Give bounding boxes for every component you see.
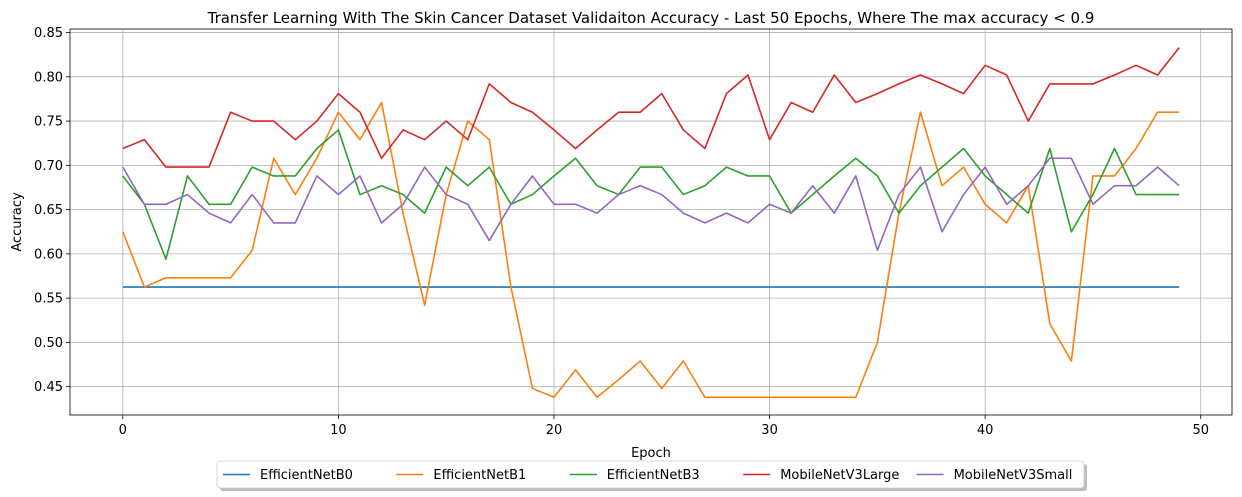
legend-label: EfficientNetB1	[433, 468, 526, 483]
legend-item-efficientnetb1: EfficientNetB1	[396, 468, 526, 483]
y-tick-label: 0.65	[34, 203, 63, 218]
legend-item-efficientnetb0: EfficientNetB0	[223, 468, 353, 483]
series-line-efficientnetb1	[122, 101, 1180, 399]
x-tick-label: 0	[119, 423, 127, 438]
y-tick-label: 0.60	[34, 247, 63, 262]
x-axis-ticks: 0 10 20 30 40 50	[119, 415, 1209, 438]
y-tick-label: 0.45	[34, 380, 63, 395]
legend-label: MobileNetV3Large	[780, 468, 899, 483]
legend-item-mobilenetv3small: MobileNetV3Small	[916, 468, 1073, 483]
legend-label: MobileNetV3Small	[954, 468, 1073, 483]
legend-items: EfficientNetB0 EfficientNetB1 EfficientNet…	[223, 468, 1072, 483]
y-tick-label: 0.85	[34, 26, 63, 41]
x-tick-label: 10	[330, 423, 347, 438]
y-tick-label: 0.50	[34, 336, 63, 351]
x-tick-label: 40	[977, 423, 994, 438]
legend: EfficientNetB0 EfficientNetB1 EfficientNet…	[216, 460, 1087, 491]
legend-item-mobilenetv3large: MobileNetV3Large	[743, 468, 899, 483]
series-line-efficientnetb3	[122, 129, 1180, 260]
legend-item-efficientnetb3: EfficientNetB3	[569, 468, 700, 483]
series-line-mobilenetv3large	[122, 47, 1180, 168]
series-line-mobilenetv3small	[122, 157, 1180, 252]
y-tick-label: 0.80	[34, 70, 63, 85]
legend-label: EfficientNetB0	[260, 468, 353, 483]
y-axis-label: Accuracy	[10, 192, 25, 252]
y-axis-ticks: 0.45 0.50 0.55 0.60 0.65 0.70 0.75 0.80 0.85	[34, 26, 70, 395]
x-axis-label: Epoch	[631, 446, 671, 461]
x-tick-label: 50	[1192, 423, 1209, 438]
legend-label: EfficientNetB3	[607, 468, 700, 483]
y-tick-label: 0.70	[34, 159, 63, 174]
series-lines	[122, 47, 1180, 399]
grid-lines	[70, 29, 1232, 415]
x-tick-label: 20	[546, 423, 563, 438]
x-tick-label: 30	[761, 423, 778, 438]
plot-frame	[69, 28, 1233, 416]
chart-title: Transfer Learning With The Skin Cancer D…	[207, 9, 1095, 27]
y-tick-label: 0.75	[34, 115, 63, 130]
y-tick-label: 0.55	[34, 292, 63, 307]
legend-box	[216, 460, 1085, 489]
